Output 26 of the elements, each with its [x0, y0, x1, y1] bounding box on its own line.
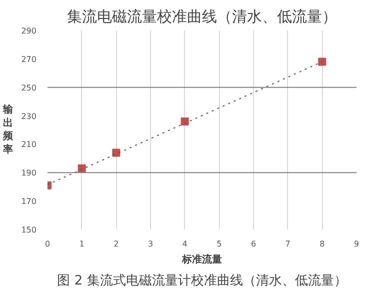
- x-tick-label: 4: [182, 240, 188, 248]
- y-tick-label: 290: [21, 26, 37, 36]
- y-tick-label: 250: [21, 83, 37, 92]
- y-tick-label: 150: [21, 226, 37, 234]
- point: [78, 164, 86, 172]
- x-tick-label: 6: [250, 240, 256, 248]
- x-tick-label: 3: [148, 240, 154, 248]
- y-tick-label: 270: [21, 54, 37, 64]
- y-axis-title: 输出频率: [2, 104, 14, 156]
- x-tick-label: 9: [354, 240, 360, 248]
- caption: 图 2 集流式电磁流量计校准曲线（清水、低流量）: [57, 272, 347, 288]
- chart-title: 集流电磁流量校准曲线（清水、低流量）: [67, 8, 337, 26]
- y-tick-label: 190: [21, 168, 37, 178]
- x-tick-label: 5: [216, 240, 222, 248]
- x-tick-label: 0: [44, 240, 50, 248]
- y-tick-label: 210: [21, 140, 37, 150]
- y-tick-label: 230: [21, 112, 37, 121]
- x-axis-title: 标准流量: [181, 254, 222, 266]
- y-tick-label: 170: [21, 197, 37, 206]
- x-tick-label: 8: [320, 240, 325, 248]
- point: [180, 117, 189, 126]
- x-tick-label: 1: [79, 240, 84, 248]
- point: [112, 148, 120, 157]
- x-tick-label: 7: [285, 240, 290, 248]
- x-tick-label: 2: [114, 240, 119, 248]
- point: [318, 58, 326, 66]
